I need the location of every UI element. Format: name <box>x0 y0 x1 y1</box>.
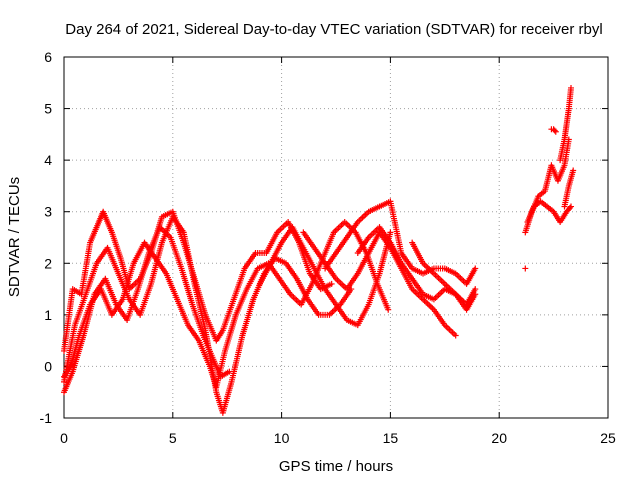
plot-frame <box>63 56 609 419</box>
series-track-15 <box>522 265 529 272</box>
series-track-8 <box>354 224 479 313</box>
y-tick-label-0: -1 <box>40 410 53 426</box>
series-track-14 <box>561 167 577 210</box>
y-tick-label-2: 1 <box>44 307 52 323</box>
series-track-9 <box>409 239 479 308</box>
series-track-5 <box>256 224 394 329</box>
x-tick-label-3: 15 <box>383 430 399 446</box>
data-point <box>551 127 558 134</box>
data-point <box>568 203 575 210</box>
data-point <box>385 306 392 313</box>
chart-title: Day 264 of 2021, Sidereal Day-to-day VTE… <box>65 21 602 38</box>
y-tick-label-1: 0 <box>44 358 52 374</box>
data-point <box>387 229 394 236</box>
data-point <box>566 204 573 211</box>
data-point <box>452 332 459 339</box>
x-tick-label-4: 20 <box>491 430 507 446</box>
y-tick-label-6: 5 <box>44 101 52 117</box>
series-track-12 <box>557 84 575 164</box>
data-point <box>552 128 559 135</box>
x-axis-label: GPS time / hours <box>279 458 393 475</box>
y-tick-label-3: 2 <box>44 255 52 271</box>
series-track-4 <box>61 224 233 396</box>
data-marks <box>61 84 577 416</box>
y-tick-label-7: 6 <box>44 49 52 65</box>
y-tick-label-5: 4 <box>44 152 52 168</box>
data-point <box>226 368 233 375</box>
x-tick-label-1: 5 <box>169 430 177 446</box>
series-track-11 <box>524 198 575 226</box>
data-point <box>568 84 575 91</box>
x-tick-label-5: 25 <box>600 430 616 446</box>
x-tick-label-0: 0 <box>60 430 68 446</box>
x-tick-label-2: 10 <box>274 430 290 446</box>
data-point <box>472 265 479 272</box>
series-track-6 <box>300 229 459 339</box>
data-point <box>328 280 335 287</box>
series-track-13 <box>548 126 559 135</box>
data-point <box>472 286 479 293</box>
y-tick-label-4: 3 <box>44 204 52 220</box>
grid-lines <box>64 57 608 418</box>
axis-ticks: 0 5 10 15 20 25 -1 0 1 2 3 4 5 6 <box>40 49 616 446</box>
y-axis-label: SDTVAR / TECUs <box>6 177 23 297</box>
data-point <box>522 265 529 272</box>
data-point <box>570 167 577 174</box>
